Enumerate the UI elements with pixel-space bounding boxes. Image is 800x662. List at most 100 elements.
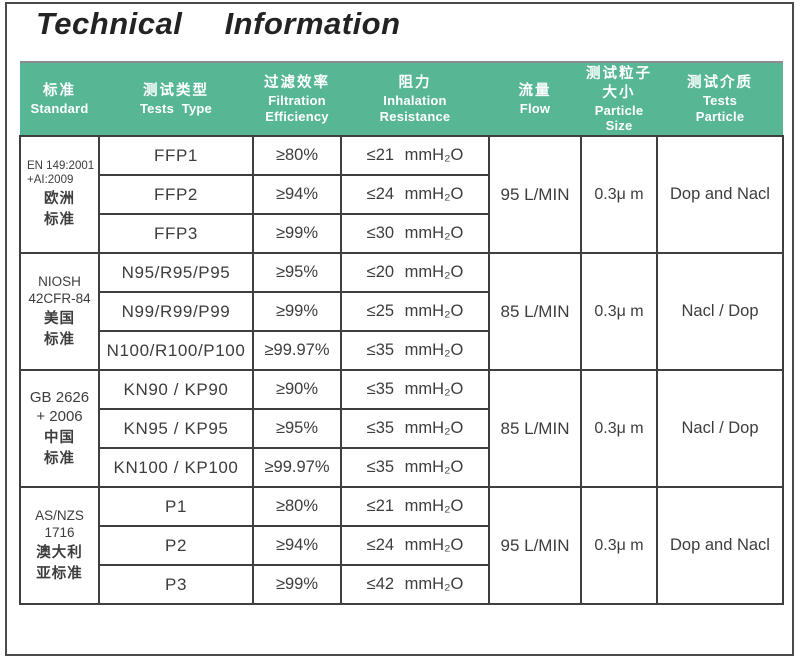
standard-code-line1: GB 2626 xyxy=(29,388,90,406)
table-row: AS/NZS 1716 澳大利 亚标准 P1 ≥80% ≤21 mmH₂O 95… xyxy=(19,486,784,606)
table-row: P2 ≥94% ≤24 mmH₂O xyxy=(20,525,783,567)
standard-code-line1: AS/NZS xyxy=(35,507,84,523)
resistance-cell: ≤35 mmH₂O xyxy=(340,408,490,450)
standard-cell-asnzs: AS/NZS 1716 澳大利 亚标准 xyxy=(19,486,100,606)
header-resistance-en-line1: Inhalation xyxy=(383,93,447,109)
test-type-cell: FFP2 xyxy=(98,174,254,216)
efficiency-cell: ≥99.97% xyxy=(252,330,342,372)
table-row: P3 ≥99% ≤42 mmH₂O xyxy=(20,564,783,606)
standard-code-line2: 1716 xyxy=(44,525,75,541)
standard-zh-line2: 标准 xyxy=(44,212,75,229)
efficiency-cell: ≥80% xyxy=(252,135,342,177)
header-inhalation-resistance: 阻力 Inhalation Resistance xyxy=(341,60,489,137)
header-tests-type-en: Tests Type xyxy=(140,100,212,116)
resistance-cell: ≤21 mmH₂O xyxy=(340,486,490,528)
efficiency-cell: ≥90% xyxy=(252,369,342,411)
header-tests-particle-en-line2: Particle xyxy=(695,108,745,124)
table-row: N100/R100/P100 ≥99.97% ≤35 mmH₂O xyxy=(20,330,783,372)
particle-size-cell: 0.3μ m xyxy=(580,369,658,489)
efficiency-cell: ≥80% xyxy=(252,486,342,528)
standard-zh-line2: 亚标准 xyxy=(36,566,83,583)
resistance-cell: ≤21 mmH₂O xyxy=(340,135,490,177)
standard-code-line2: + 2006 xyxy=(36,408,83,426)
test-type-cell: KN90 / KP90 xyxy=(98,369,254,411)
resistance-cell: ≤35 mmH₂O xyxy=(340,447,490,489)
resistance-cell: ≤24 mmH₂O xyxy=(340,525,490,567)
standard-cell-gb2626: GB 2626 + 2006 中国 标准 xyxy=(19,369,100,489)
resistance-cell: ≤35 mmH₂O xyxy=(340,369,490,411)
efficiency-cell: ≥94% xyxy=(252,174,342,216)
resistance-cell: ≤25 mmH₂O xyxy=(340,291,490,333)
standard-code-line2: +AI:2009 xyxy=(27,174,74,187)
standard-cell-en149: EN 149:2001 +AI:2009 欧洲 标准 xyxy=(19,135,100,255)
test-type-cell: N100/R100/P100 xyxy=(98,330,254,372)
header-flow-en: Flow xyxy=(519,100,551,116)
header-tests-type-zh: 测试类型 xyxy=(143,83,209,100)
standard-zh-line1: 澳大利 xyxy=(36,544,83,561)
table-row: FFP3 ≥99% ≤30 mmH₂O xyxy=(20,213,783,255)
efficiency-cell: ≥99% xyxy=(252,564,342,606)
test-particle-cell: Dop and Nacl xyxy=(656,486,784,606)
table-row: FFP2 ≥94% ≤24 mmH₂O xyxy=(20,174,783,216)
header-particle-size-en-line1: Particle xyxy=(594,102,644,118)
table-row: GB 2626 + 2006 中国 标准 KN90 / KP90 ≥90% ≤3… xyxy=(19,369,784,489)
table-row: NIOSH 42CFR-84 美国 标准 N95/R95/P95 ≥95% ≤2… xyxy=(19,252,784,372)
technical-information-table: 标准 Standard 测试类型 Tests Type 过滤效率 Filtrat… xyxy=(19,60,784,606)
page-title: Technical Information xyxy=(36,6,401,41)
header-tests-type: 测试类型 Tests Type xyxy=(99,60,253,137)
header-standard-en: Standard xyxy=(30,100,89,116)
table-row: KN100 / KP100 ≥99.97% ≤35 mmH₂O xyxy=(20,447,783,489)
header-tests-particle-en-line1: Tests xyxy=(703,93,737,109)
standard-code-line1: NIOSH xyxy=(38,273,81,289)
header-standard: 标准 Standard xyxy=(20,60,99,137)
table-row: EN 149:2001 +AI:2009 欧洲 标准 FFP1 ≥80% ≤21… xyxy=(19,135,784,255)
test-type-cell: FFP3 xyxy=(98,213,254,255)
standard-zh-line1: 中国 xyxy=(44,429,75,446)
particle-size-cell: 0.3μ m xyxy=(580,135,658,255)
test-type-cell: KN100 / KP100 xyxy=(98,447,254,489)
standard-cell-niosh: NIOSH 42CFR-84 美国 标准 xyxy=(19,252,100,372)
efficiency-cell: ≥99% xyxy=(252,213,342,255)
header-filtration-efficiency: 过滤效率 Filtration Efficiency xyxy=(253,60,341,137)
header-filtration-en-line2: Efficiency xyxy=(265,108,329,124)
test-type-cell: N99/R99/P99 xyxy=(98,291,254,333)
standard-zh-line1: 欧洲 xyxy=(44,190,75,207)
header-particle-size-zh: 测试粒子大小 xyxy=(586,66,652,101)
flow-cell: 95 L/MIN xyxy=(488,135,582,255)
test-type-cell: P3 xyxy=(98,564,254,606)
resistance-cell: ≤35 mmH₂O xyxy=(340,330,490,372)
efficiency-cell: ≥99% xyxy=(252,291,342,333)
header-flow: 流量 Flow xyxy=(489,60,581,137)
header-particle-size: 测试粒子大小 Particle Size xyxy=(581,60,657,137)
test-type-cell: N95/R95/P95 xyxy=(98,252,254,294)
table-row: KN95 / KP95 ≥95% ≤35 mmH₂O xyxy=(20,408,783,450)
standard-code-line2: 42CFR-84 xyxy=(28,291,91,307)
efficiency-cell: ≥99.97% xyxy=(252,447,342,489)
test-particle-cell: Nacl / Dop xyxy=(656,369,784,489)
efficiency-cell: ≥94% xyxy=(252,525,342,567)
resistance-cell: ≤20 mmH₂O xyxy=(340,252,490,294)
particle-size-cell: 0.3μ m xyxy=(580,486,658,606)
test-particle-cell: Nacl / Dop xyxy=(656,252,784,372)
test-type-cell: FFP1 xyxy=(98,135,254,177)
header-tests-particle: 测试介质 Tests Particle xyxy=(657,60,783,137)
flow-cell: 95 L/MIN xyxy=(488,486,582,606)
standard-zh-line1: 美国 xyxy=(44,310,75,327)
test-type-cell: KN95 / KP95 xyxy=(98,408,254,450)
test-type-cell: P2 xyxy=(98,525,254,567)
resistance-cell: ≤24 mmH₂O xyxy=(340,174,490,216)
header-particle-size-en-line2: Size xyxy=(605,118,633,134)
standard-code-line1: EN 149:2001 xyxy=(27,159,95,172)
particle-size-cell: 0.3μ m xyxy=(580,252,658,372)
efficiency-cell: ≥95% xyxy=(252,408,342,450)
table-row: N99/R99/P99 ≥99% ≤25 mmH₂O xyxy=(20,291,783,333)
resistance-cell: ≤30 mmH₂O xyxy=(340,213,490,255)
test-type-cell: P1 xyxy=(98,486,254,528)
table-header: 标准 Standard 测试类型 Tests Type 过滤效率 Filtrat… xyxy=(20,60,783,137)
flow-cell: 85 L/MIN xyxy=(488,369,582,489)
header-standard-zh: 标准 xyxy=(43,83,76,100)
header-tests-particle-zh: 测试介质 xyxy=(687,75,753,92)
header-filtration-en-line1: Filtration xyxy=(268,93,326,109)
header-resistance-zh: 阻力 xyxy=(398,75,432,92)
header-flow-zh: 流量 xyxy=(518,83,552,100)
